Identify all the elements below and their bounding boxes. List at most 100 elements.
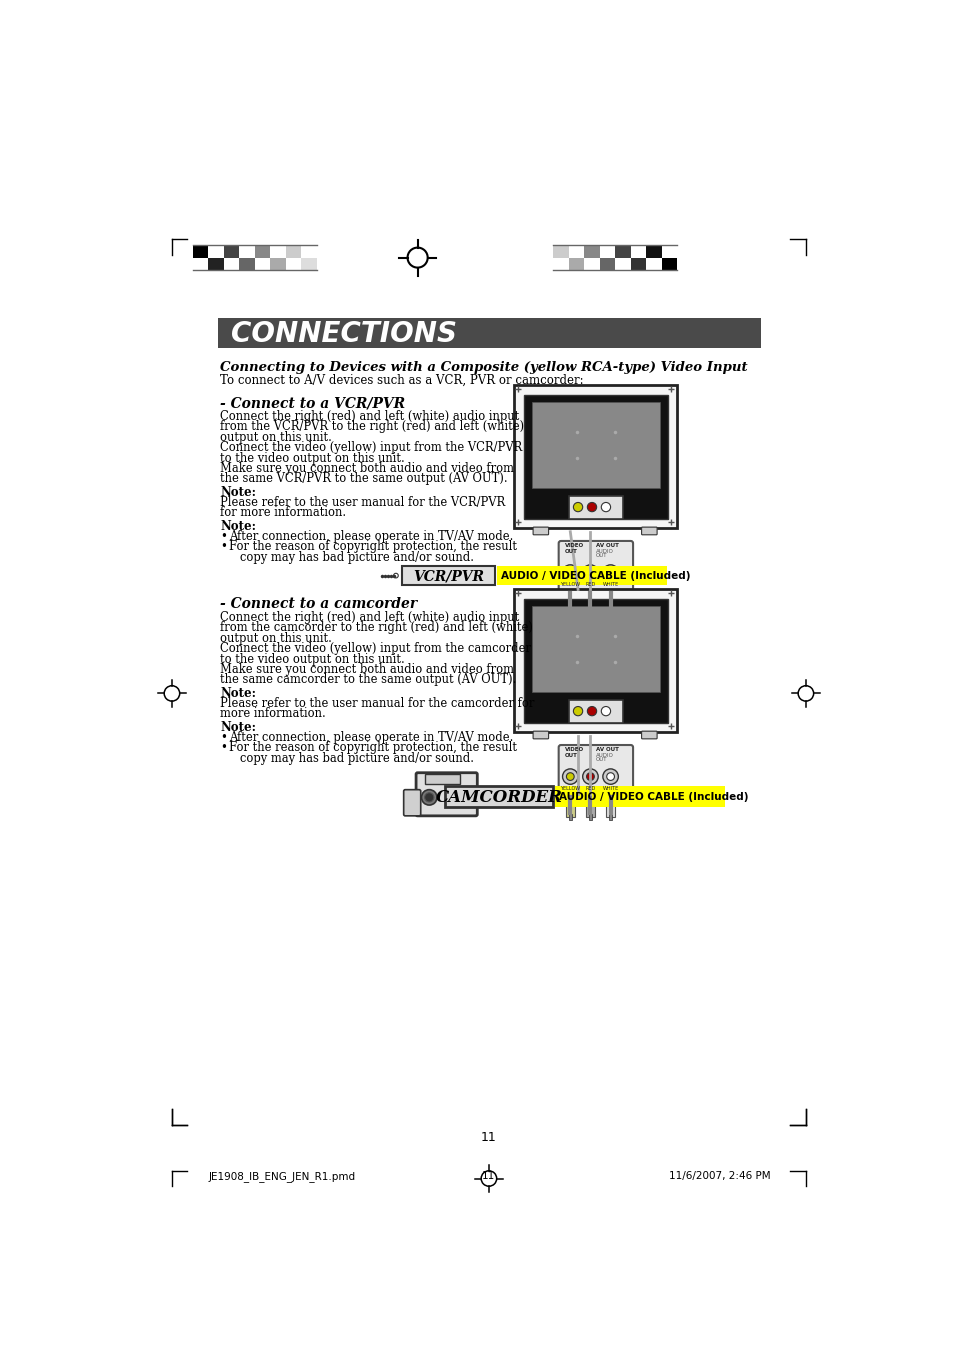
Circle shape xyxy=(606,569,614,577)
Text: AV OUT: AV OUT xyxy=(596,747,618,753)
Circle shape xyxy=(586,773,594,781)
Bar xyxy=(497,566,666,585)
Text: from the camcorder to the right (red) and left (white): from the camcorder to the right (red) an… xyxy=(220,621,533,635)
Bar xyxy=(630,246,645,258)
Text: Note:: Note: xyxy=(220,486,255,499)
Bar xyxy=(531,607,659,692)
Text: YELLOW: YELLOW xyxy=(559,786,579,792)
Text: JE1908_IB_ENG_JEN_R1.pmd: JE1908_IB_ENG_JEN_R1.pmd xyxy=(208,1171,355,1182)
Bar xyxy=(270,258,286,270)
Text: RED: RED xyxy=(585,582,595,588)
Text: Connecting to Devices with a Composite (yellow RCA-type) Video Input: Connecting to Devices with a Composite (… xyxy=(220,361,747,374)
Text: for more information.: for more information. xyxy=(220,507,346,519)
Bar xyxy=(444,786,553,808)
Text: VIDEO: VIDEO xyxy=(564,543,583,549)
Bar xyxy=(565,800,575,816)
Circle shape xyxy=(602,565,618,580)
Bar xyxy=(224,258,239,270)
Bar xyxy=(568,815,571,820)
Bar xyxy=(588,815,592,820)
Circle shape xyxy=(424,793,434,802)
Bar xyxy=(565,596,575,612)
Text: •: • xyxy=(220,530,227,543)
Bar xyxy=(514,385,677,528)
Bar xyxy=(425,774,459,784)
Bar xyxy=(568,246,583,258)
Text: 11: 11 xyxy=(482,1171,495,1181)
Circle shape xyxy=(573,503,582,512)
Bar xyxy=(270,246,286,258)
Circle shape xyxy=(573,707,582,716)
Bar xyxy=(218,319,760,347)
FancyBboxPatch shape xyxy=(558,744,633,796)
Bar xyxy=(523,598,667,723)
Bar xyxy=(608,611,612,616)
Bar xyxy=(585,800,595,816)
Circle shape xyxy=(586,569,594,577)
Text: AV OUT: AV OUT xyxy=(596,543,618,549)
Circle shape xyxy=(582,565,598,580)
Text: Connect the right (red) and left (white) audio input: Connect the right (red) and left (white)… xyxy=(220,411,518,423)
FancyBboxPatch shape xyxy=(558,540,633,592)
Circle shape xyxy=(602,769,618,785)
Bar xyxy=(630,258,645,270)
Text: VIDEO: VIDEO xyxy=(564,747,583,753)
Text: CAMCORDER: CAMCORDER xyxy=(435,789,562,805)
Text: output on this unit.: output on this unit. xyxy=(220,632,332,644)
Bar xyxy=(661,258,677,270)
Bar xyxy=(224,246,239,258)
Text: For the reason of copyright protection, the result: For the reason of copyright protection, … xyxy=(229,742,517,754)
Bar xyxy=(254,258,270,270)
Text: more information.: more information. xyxy=(220,708,325,720)
Text: OUT: OUT xyxy=(564,753,578,758)
Text: Note:: Note: xyxy=(220,686,255,700)
Circle shape xyxy=(566,773,574,781)
Bar xyxy=(585,596,595,612)
Text: 11/6/2007, 2:46 PM: 11/6/2007, 2:46 PM xyxy=(668,1171,769,1181)
Circle shape xyxy=(460,798,467,804)
Circle shape xyxy=(566,569,574,577)
Text: OUT: OUT xyxy=(564,549,578,554)
Bar xyxy=(661,246,677,258)
Text: - Connect to a camcorder: - Connect to a camcorder xyxy=(220,597,416,611)
Bar xyxy=(568,700,622,723)
Text: After connection, please operate in TV/AV mode.: After connection, please operate in TV/A… xyxy=(229,530,513,543)
Text: CONNECTIONS: CONNECTIONS xyxy=(231,320,456,347)
Circle shape xyxy=(562,769,578,785)
Bar xyxy=(555,786,724,808)
FancyBboxPatch shape xyxy=(533,731,548,739)
Bar xyxy=(599,258,615,270)
Text: OUT: OUT xyxy=(596,553,607,558)
Bar xyxy=(615,246,630,258)
Text: 11: 11 xyxy=(480,1131,497,1144)
FancyBboxPatch shape xyxy=(403,790,420,816)
Text: Note:: Note: xyxy=(220,520,255,532)
Bar xyxy=(193,258,208,270)
Bar xyxy=(208,246,224,258)
Bar xyxy=(254,246,270,258)
Bar xyxy=(531,403,659,488)
Text: AUDIO: AUDIO xyxy=(596,753,613,758)
Circle shape xyxy=(587,503,596,512)
Text: For the reason of copyright protection, the result: For the reason of copyright protection, … xyxy=(229,540,517,553)
Bar xyxy=(599,246,615,258)
Bar xyxy=(514,589,677,732)
Bar xyxy=(402,566,495,585)
FancyBboxPatch shape xyxy=(641,527,657,535)
Bar xyxy=(301,258,316,270)
Bar xyxy=(568,611,571,616)
Text: WHITE: WHITE xyxy=(602,786,618,792)
Bar xyxy=(553,246,568,258)
Text: Connect the video (yellow) input from the VCR/PVR: Connect the video (yellow) input from th… xyxy=(220,442,521,454)
Text: RED: RED xyxy=(585,786,595,792)
Text: Connect the video (yellow) input from the camcorder: Connect the video (yellow) input from th… xyxy=(220,642,531,655)
Circle shape xyxy=(421,790,436,805)
Bar xyxy=(605,596,615,612)
Bar xyxy=(583,246,599,258)
Text: to the video output on this unit.: to the video output on this unit. xyxy=(220,451,404,465)
Bar xyxy=(568,258,583,270)
Text: •: • xyxy=(220,731,227,744)
Bar xyxy=(286,246,301,258)
Text: to the video output on this unit.: to the video output on this unit. xyxy=(220,653,404,666)
Text: output on this unit.: output on this unit. xyxy=(220,431,332,444)
